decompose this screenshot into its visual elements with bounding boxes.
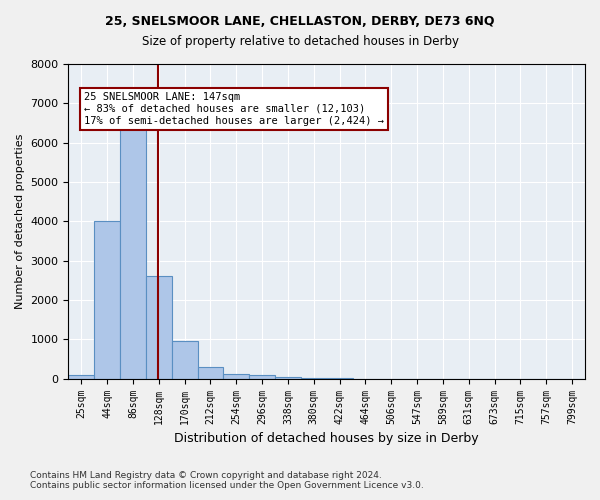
Text: 25, SNELSMOOR LANE, CHELLASTON, DERBY, DE73 6NQ: 25, SNELSMOOR LANE, CHELLASTON, DERBY, D… bbox=[105, 15, 495, 28]
Text: Size of property relative to detached houses in Derby: Size of property relative to detached ho… bbox=[142, 35, 458, 48]
Text: 25 SNELSMOOR LANE: 147sqm
← 83% of detached houses are smaller (12,103)
17% of s: 25 SNELSMOOR LANE: 147sqm ← 83% of detac… bbox=[84, 92, 384, 126]
Bar bbox=[275, 376, 301, 378]
Y-axis label: Number of detached properties: Number of detached properties bbox=[15, 134, 25, 309]
Bar bbox=[172, 342, 197, 378]
Bar bbox=[94, 222, 120, 378]
Text: Contains HM Land Registry data © Crown copyright and database right 2024.
Contai: Contains HM Land Registry data © Crown c… bbox=[30, 470, 424, 490]
Bar bbox=[146, 276, 172, 378]
Bar bbox=[68, 375, 94, 378]
Bar bbox=[223, 374, 249, 378]
X-axis label: Distribution of detached houses by size in Derby: Distribution of detached houses by size … bbox=[175, 432, 479, 445]
Bar bbox=[197, 367, 223, 378]
Bar bbox=[120, 119, 146, 378]
Bar bbox=[249, 375, 275, 378]
